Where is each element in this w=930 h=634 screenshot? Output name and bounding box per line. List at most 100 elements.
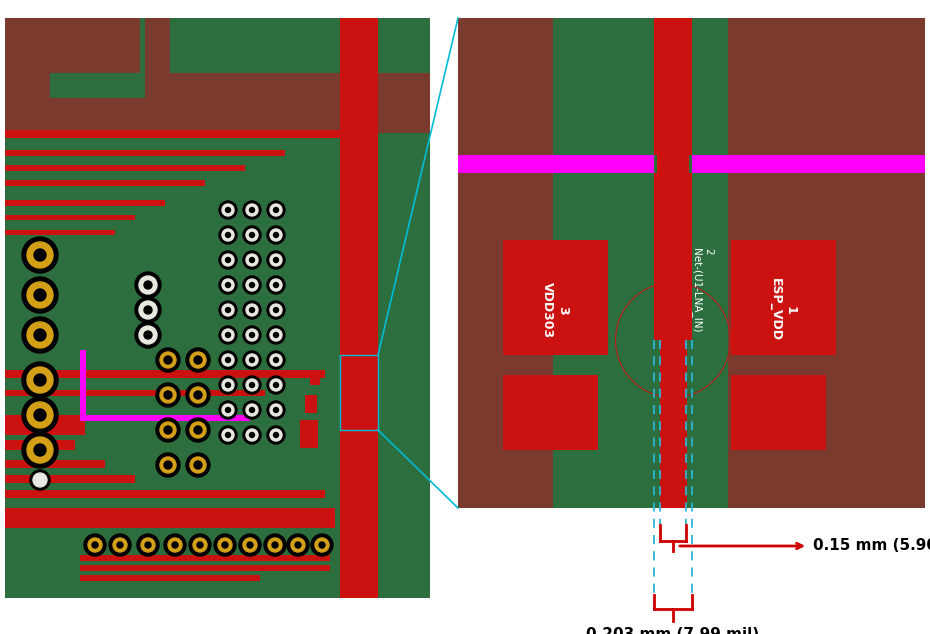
Circle shape (264, 534, 286, 556)
Circle shape (270, 304, 282, 316)
Circle shape (164, 461, 172, 469)
Circle shape (249, 207, 255, 212)
Circle shape (311, 534, 333, 556)
Bar (728, 298, 925, 508)
Circle shape (194, 391, 202, 399)
Circle shape (34, 249, 46, 261)
Bar (731, 375, 826, 450)
Circle shape (164, 426, 172, 434)
Circle shape (34, 409, 46, 421)
Circle shape (219, 351, 237, 369)
Bar (618, 18, 728, 508)
Circle shape (272, 542, 278, 548)
Bar (5, 490, 325, 498)
Circle shape (243, 326, 261, 344)
Circle shape (267, 401, 285, 419)
Bar (5, 180, 205, 186)
Circle shape (225, 332, 231, 337)
Circle shape (156, 383, 180, 407)
Bar (170, 18, 430, 73)
Circle shape (246, 279, 258, 291)
Circle shape (27, 322, 53, 348)
Circle shape (92, 542, 98, 548)
Circle shape (243, 251, 261, 269)
Circle shape (267, 276, 285, 294)
Circle shape (243, 301, 261, 319)
Bar (50, 18, 140, 73)
Circle shape (249, 358, 255, 363)
Circle shape (219, 326, 237, 344)
Bar (305, 395, 317, 413)
Circle shape (225, 307, 231, 313)
Circle shape (30, 470, 50, 490)
Circle shape (291, 538, 305, 552)
Circle shape (243, 401, 261, 419)
Circle shape (22, 397, 58, 433)
Circle shape (225, 382, 231, 387)
Circle shape (22, 277, 58, 313)
Circle shape (249, 408, 255, 413)
Bar (458, 298, 553, 508)
Circle shape (246, 429, 258, 441)
Bar (80, 350, 86, 418)
Circle shape (156, 418, 180, 442)
Circle shape (186, 348, 210, 372)
Circle shape (267, 251, 285, 269)
Circle shape (27, 282, 53, 308)
Circle shape (222, 329, 234, 341)
Circle shape (249, 432, 255, 437)
Circle shape (319, 542, 325, 548)
Circle shape (273, 332, 278, 337)
Circle shape (270, 379, 282, 391)
Circle shape (113, 538, 127, 552)
Circle shape (225, 283, 231, 287)
Bar (5, 440, 75, 450)
Circle shape (273, 382, 278, 387)
Bar (5, 130, 345, 138)
Circle shape (243, 351, 261, 369)
Circle shape (164, 534, 186, 556)
Circle shape (249, 283, 255, 287)
Circle shape (141, 538, 155, 552)
Circle shape (219, 276, 237, 294)
Circle shape (135, 272, 161, 298)
Circle shape (247, 542, 253, 548)
Circle shape (249, 233, 255, 238)
Circle shape (34, 374, 46, 386)
Circle shape (270, 329, 282, 341)
Circle shape (222, 254, 234, 266)
Circle shape (218, 538, 232, 552)
Circle shape (268, 538, 282, 552)
Circle shape (273, 233, 278, 238)
Circle shape (246, 354, 258, 366)
Circle shape (27, 437, 53, 463)
Circle shape (267, 201, 285, 219)
Circle shape (246, 379, 258, 391)
Circle shape (315, 538, 329, 552)
Circle shape (160, 387, 176, 403)
Circle shape (194, 426, 202, 434)
Circle shape (273, 283, 278, 287)
Circle shape (246, 254, 258, 266)
Circle shape (84, 534, 106, 556)
Circle shape (270, 429, 282, 441)
Bar (5, 215, 135, 220)
Circle shape (273, 358, 278, 363)
Text: 0.15 mm (5.90 mil): 0.15 mm (5.90 mil) (813, 538, 930, 553)
Circle shape (219, 226, 237, 244)
Circle shape (249, 332, 255, 337)
Bar (5, 390, 265, 396)
Circle shape (135, 297, 161, 323)
Circle shape (225, 257, 231, 262)
Text: 3
VDD303: 3 VDD303 (541, 282, 569, 338)
Circle shape (27, 402, 53, 428)
Circle shape (137, 534, 159, 556)
Bar (340, 18, 378, 598)
Bar (5, 150, 285, 156)
Circle shape (22, 362, 58, 398)
Circle shape (219, 201, 237, 219)
Circle shape (117, 542, 123, 548)
Circle shape (172, 542, 178, 548)
Bar (5, 415, 85, 435)
Circle shape (267, 226, 285, 244)
